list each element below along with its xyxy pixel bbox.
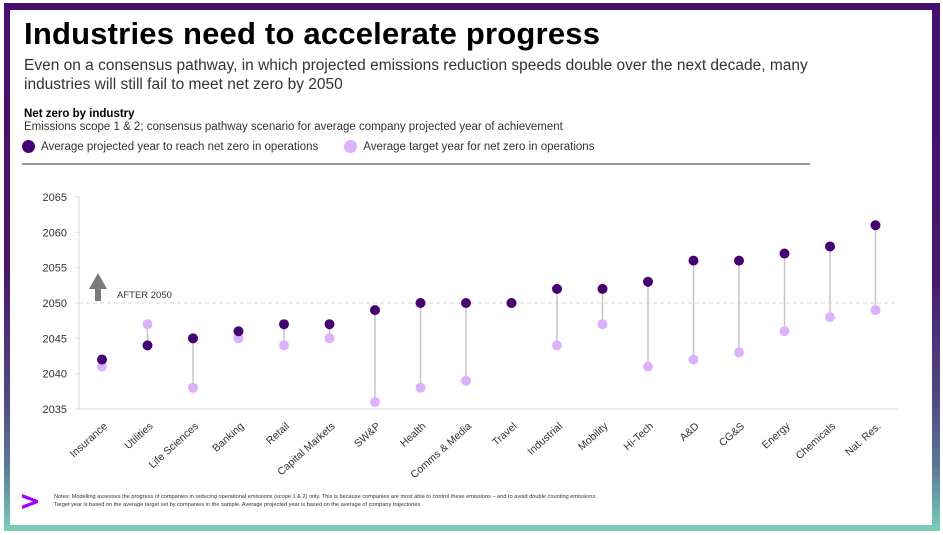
target-year-point [825,312,835,323]
projected-year-point [324,319,335,330]
accenture-chevron-icon [22,494,38,509]
x-tick-label: Utilities [122,420,155,452]
target-year-point [188,382,198,393]
x-tick-label: Health [398,420,429,449]
target-year-point [370,396,380,407]
projected-year-point [370,305,380,316]
footnote-line-1: Notes: Modelling assesses the progress o… [54,494,597,500]
x-tick-label: Hi-Tech [622,420,657,453]
projected-year-point [233,326,244,337]
projected-year-point [97,354,107,365]
x-tick-label: Mobility [576,420,611,453]
target-year-point [870,305,881,316]
target-year-point [734,347,744,358]
projected-year-point [279,319,289,330]
x-tick-label: Energy [760,420,793,452]
projected-year-point [734,255,744,266]
x-tick-label: CG&S [717,420,747,449]
chart-subtitle: Emissions scope 1 & 2; consensus pathway… [24,121,563,133]
projected-year-point [461,298,471,308]
y-tick-label: 2035 [43,404,67,416]
target-year-point [97,361,107,372]
footnote-line-2: Target year is based on the average targ… [54,502,422,508]
projected-year-point [779,248,790,259]
target-year-point [688,354,699,365]
legend-divider [22,163,810,165]
after-2050-label: AFTER 2050 [117,290,172,301]
target-year-point [461,375,471,386]
slide-content [10,10,932,525]
target-year-point [415,382,426,393]
legend-dot-projected-icon [22,140,35,153]
y-tick-label: 2055 [43,263,67,275]
projected-year-point [825,241,835,252]
x-tick-label: Retail [264,420,292,447]
projected-year-point [688,255,699,266]
chart-title: Net zero by industry [24,108,135,120]
y-tick-label: 2040 [43,369,67,381]
legend-item-target: Average target year for net zero in oper… [344,140,594,153]
after-2050-annotation: AFTER 2050 [89,273,172,301]
target-year-point [142,319,153,330]
legend-label-projected: Average projected year to reach net zero… [41,140,319,153]
y-tick-label: 2065 [43,192,67,204]
page-title: Industries need to accelerate progress [24,16,601,51]
projected-year-point [597,283,608,294]
target-year-point [779,326,790,337]
projected-year-point [870,220,881,231]
projected-year-point [506,298,517,308]
target-year-point [324,333,335,344]
legend-label-target: Average target year for net zero in oper… [363,140,595,153]
y-tick-label: 2050 [43,298,67,310]
projected-year-point [142,340,153,351]
x-tick-label: Banking [210,420,246,454]
x-tick-label: SW&P [352,420,383,450]
x-tick-label: Insurance [68,420,110,460]
arrow-up-icon [89,273,107,301]
y-tick-label: 2045 [43,333,67,345]
target-year-point [643,361,653,372]
legend-item-projected: Average projected year to reach net zero… [22,140,318,153]
chart-marks [97,220,881,407]
y-axis: 2035 2040 2045 2050 2055 2060 2065 [43,192,898,416]
x-tick-label: Industrial [525,420,565,457]
projected-year-point [188,333,198,344]
target-year-point [552,340,562,351]
x-tick-label: Chemicals [794,420,838,462]
page-subtitle: Even on a consensus pathway, in which pr… [24,57,808,93]
x-tick-label: Travel [490,420,519,448]
target-year-point [279,340,289,351]
footnotes: Notes: Modelling assesses the progress o… [54,493,597,509]
target-year-point [233,333,244,344]
legend-dot-target-icon [344,140,358,153]
target-year-point [597,319,608,330]
x-tick-label: Life Sciences [147,420,201,471]
x-tick-label: Nat. Res. [843,420,884,458]
projected-year-point [643,276,653,287]
chart-legend: Average projected year to reach net zero… [22,140,620,153]
projected-year-point [415,298,426,308]
y-tick-label: 2060 [43,227,67,239]
x-tick-label: A&D [677,420,701,444]
projected-year-point [552,283,562,294]
